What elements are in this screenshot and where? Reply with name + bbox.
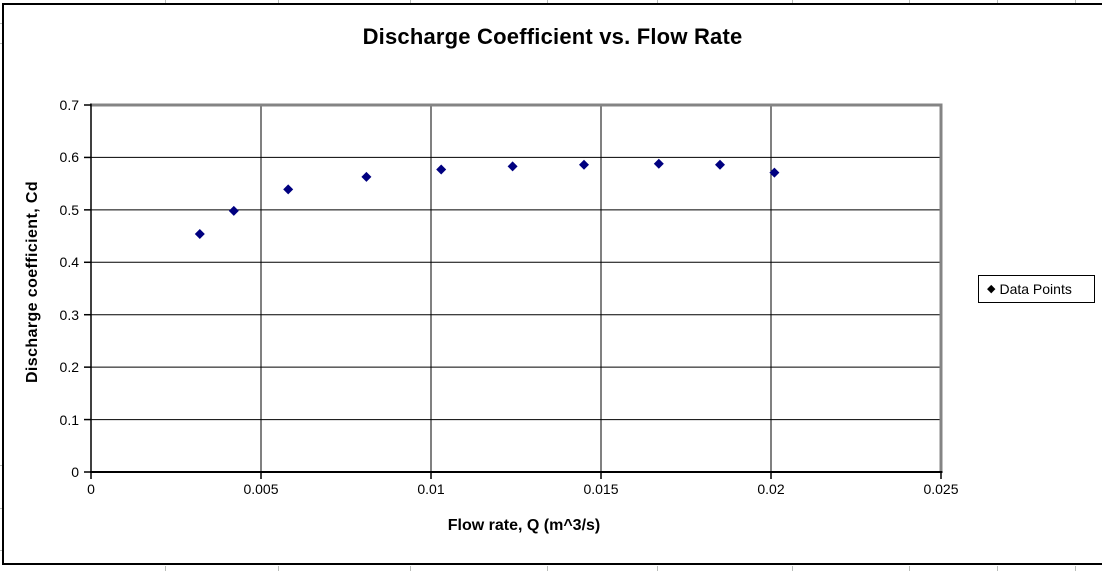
data-point-marker[interactable] <box>194 228 205 239</box>
data-point-marker[interactable] <box>228 205 239 216</box>
x-tick-label: 0 <box>87 481 95 497</box>
data-point-marker[interactable] <box>507 161 518 172</box>
x-tick-label: 0.02 <box>757 481 785 497</box>
y-tick-label: 0.2 <box>59 359 79 376</box>
worksheet-gridline <box>657 566 658 571</box>
x-tick-label: 0.025 <box>923 481 959 497</box>
y-tick-label: 0.6 <box>59 149 79 166</box>
x-tick-label: 0.015 <box>583 481 619 497</box>
worksheet-gridline <box>278 0 279 3</box>
legend[interactable]: ◆ Data Points <box>978 275 1095 303</box>
worksheet-gridline <box>657 0 658 3</box>
worksheet-gridline <box>997 0 998 3</box>
worksheet-gridline <box>547 566 548 571</box>
worksheet-gridline <box>1075 0 1076 3</box>
chart-title[interactable]: Discharge Coefficient vs. Flow Rate <box>362 24 743 49</box>
worksheet-gridline <box>909 0 910 3</box>
worksheet-gridline <box>0 43 2 44</box>
worksheet-gridline <box>410 0 411 3</box>
y-tick-label: 0.1 <box>59 411 79 428</box>
y-tick-label: 0.5 <box>59 201 79 218</box>
data-point-marker[interactable] <box>653 158 664 169</box>
data-point-marker[interactable] <box>769 167 780 178</box>
data-point-marker[interactable] <box>283 184 294 195</box>
legend-label: Data Points <box>999 281 1072 297</box>
y-tick-label: 0.3 <box>59 306 79 323</box>
data-point-marker[interactable] <box>579 159 589 170</box>
worksheet-gridline <box>792 0 793 3</box>
worksheet-gridline <box>547 0 548 3</box>
worksheet-gridline <box>165 566 166 571</box>
worksheet-gridline <box>165 0 166 3</box>
data-point-marker[interactable] <box>361 171 372 182</box>
worksheet-gridline <box>410 566 411 571</box>
x-tick-label: 0.01 <box>417 481 445 497</box>
data-point-marker[interactable] <box>436 164 447 175</box>
worksheet-gridline <box>1075 566 1076 571</box>
worksheet-gridline <box>0 465 2 466</box>
worksheet-gridline <box>0 23 2 24</box>
y-tick-label: 0 <box>71 464 79 480</box>
y-tick-label: 0.4 <box>59 254 79 271</box>
x-axis-title[interactable]: Flow rate, Q (m^3/s) <box>447 517 601 534</box>
worksheet-gridline <box>0 550 2 551</box>
worksheet-gridline <box>997 566 998 571</box>
legend-diamond-marker-icon: ◆ <box>987 282 996 295</box>
data-point-marker[interactable] <box>715 159 725 170</box>
worksheet-gridline <box>0 508 2 509</box>
y-tick-label: 0.7 <box>59 97 79 113</box>
worksheet-gridline <box>909 566 910 571</box>
worksheet-gridline <box>278 566 279 571</box>
x-tick-label: 0.005 <box>243 481 279 497</box>
worksheet-gridline <box>792 566 793 571</box>
